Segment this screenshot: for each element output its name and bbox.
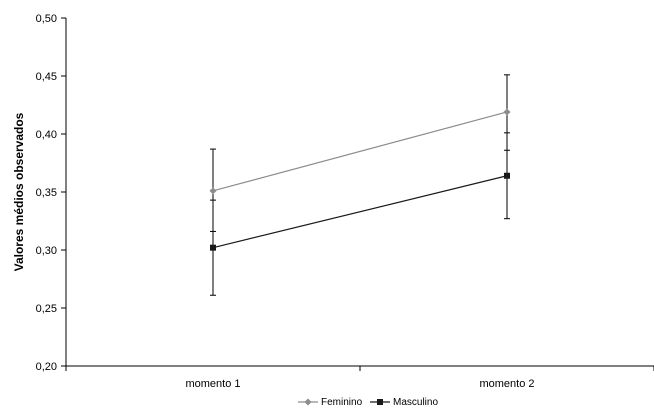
- y-tick-label: 0,25: [36, 303, 57, 315]
- legend-marker: [377, 399, 383, 405]
- y-tick-label: 0,40: [36, 129, 57, 141]
- data-point-feminino: [209, 187, 217, 195]
- x-tick-label: momento 1: [185, 378, 240, 390]
- legend-label: Feminino: [321, 397, 363, 408]
- legend: Feminino Masculino: [298, 397, 438, 408]
- y-tick-label: 0,20: [36, 361, 57, 373]
- y-tick-label: 0,45: [36, 71, 57, 83]
- series-line-masculino: [212, 175, 508, 249]
- y-tick-label: 0,35: [36, 187, 57, 199]
- y-axis-title: Valores médios observados: [12, 112, 26, 271]
- y-ticks: 0,20 0,25 0,30 0,35 0,40 0,45 0,50: [36, 13, 66, 373]
- data-point-feminino: [503, 108, 511, 116]
- legend-marker: [304, 398, 312, 406]
- legend-label: Masculino: [393, 397, 438, 408]
- x-tick-label: momento 2: [479, 378, 534, 390]
- y-tick-label: 0,30: [36, 245, 57, 257]
- data-point-masculino: [504, 172, 510, 179]
- series-line-feminino: [212, 111, 508, 192]
- data-point-masculino: [210, 244, 216, 251]
- error-bars: [210, 74, 510, 296]
- y-tick-label: 0,50: [36, 13, 57, 25]
- x-ticks: momento 1 momento 2: [65, 366, 654, 390]
- series: [209, 108, 511, 251]
- axes: [65, 18, 654, 367]
